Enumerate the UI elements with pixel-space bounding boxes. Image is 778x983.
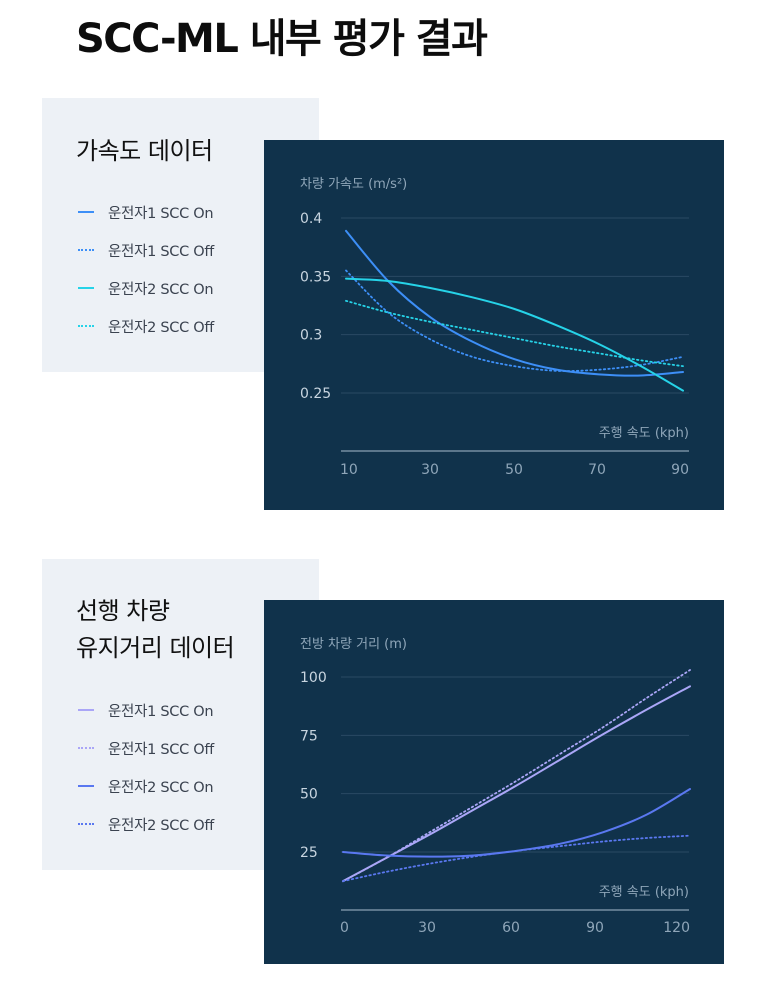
series-line-1: [345, 229, 684, 377]
legend-title-line-1: 선행 차량: [76, 597, 170, 625]
series-line-2: [342, 669, 691, 883]
series-line-4: [342, 834, 691, 883]
x-tick-label: 30: [421, 462, 439, 478]
legend-title-line-2: 유지거리 데이터: [76, 634, 235, 662]
x-tick-label: 70: [588, 462, 606, 478]
x-tick-label: 60: [502, 920, 520, 936]
legend-swatch: [78, 249, 94, 251]
y-tick-label: 50: [300, 787, 318, 803]
series-line-2: [345, 269, 684, 372]
y-tick-label: 75: [300, 728, 318, 744]
distance-chart-panel: 전방 차량 거리 (m) 100 75 50 25 주행 속도 (kph) 0 30 60 90 1…: [264, 600, 724, 964]
legend-swatch: [78, 747, 94, 749]
y-axis-label: 전방 차량 거리 (m): [300, 637, 407, 652]
y-tick-label: 0.35: [300, 269, 331, 285]
legend-label: 운전자2 SCC On: [108, 779, 214, 796]
legend-swatch: [78, 287, 94, 289]
legend-swatch: [78, 823, 94, 825]
legend-item-driver2-scc-off: 운전자2 SCC Off: [78, 316, 214, 336]
acceleration-chart: 차량 가속도 (m/s²) 0.4 0.35 0.3 0.25 주행 속도 (kph) 10…: [300, 177, 689, 478]
series-line-3: [342, 788, 691, 858]
distance-chart: 전방 차량 거리 (m) 100 75 50 25 주행 속도 (kph) 0 30 60 90 1…: [300, 637, 691, 936]
legend-label: 운전자1 SCC On: [108, 205, 214, 222]
legend-swatch: [78, 709, 94, 711]
x-axis-label: 주행 속도 (kph): [599, 425, 689, 441]
series-line-4: [345, 299, 684, 368]
y-axis-label: 차량 가속도 (m/s²): [300, 177, 407, 192]
x-tick-label: 0: [340, 920, 349, 936]
legend-item-driver2-scc-off: 운전자2 SCC Off: [78, 814, 214, 834]
x-tick-label: 90: [671, 462, 689, 478]
legend-swatch: [78, 785, 94, 787]
legend-swatch: [78, 211, 94, 213]
legend-swatch: [78, 325, 94, 327]
legend-label: 운전자2 SCC Off: [108, 319, 214, 336]
x-tick-label: 30: [418, 920, 436, 936]
x-axis-label: 주행 속도 (kph): [599, 884, 689, 900]
legend-item-driver1-scc-off: 운전자1 SCC Off: [78, 738, 214, 758]
y-tick-label: 100: [300, 670, 327, 686]
series-line-3: [345, 277, 684, 392]
page-title: SCC-ML 내부 평가 결과: [76, 16, 488, 62]
legend-label: 운전자1 SCC Off: [108, 243, 214, 260]
x-tick-label: 50: [505, 462, 523, 478]
x-tick-label: 10: [340, 462, 358, 478]
legend-item-driver1-scc-on: 운전자1 SCC On: [78, 700, 214, 720]
legend-label: 운전자2 SCC Off: [108, 817, 214, 834]
legend-title: 가속도 데이터: [76, 137, 213, 165]
y-tick-label: 0.4: [300, 211, 322, 227]
x-tick-label: 90: [586, 920, 604, 936]
legend-item-driver1-scc-on: 운전자1 SCC On: [78, 202, 214, 222]
legend-label: 운전자1 SCC Off: [108, 741, 214, 758]
acceleration-chart-panel: 차량 가속도 (m/s²) 0.4 0.35 0.3 0.25 주행 속도 (kph) 10…: [264, 140, 724, 510]
legend-label: 운전자1 SCC On: [108, 703, 214, 720]
y-tick-label: 25: [300, 845, 318, 861]
y-tick-label: 0.25: [300, 386, 331, 402]
x-tick-label: 120: [663, 920, 690, 936]
y-tick-label: 0.3: [300, 328, 322, 344]
legend-item-driver2-scc-on: 운전자2 SCC On: [78, 776, 214, 796]
legend-item-driver2-scc-on: 운전자2 SCC On: [78, 278, 214, 298]
legend-item-driver1-scc-off: 운전자1 SCC Off: [78, 240, 214, 260]
legend-label: 운전자2 SCC On: [108, 281, 214, 298]
